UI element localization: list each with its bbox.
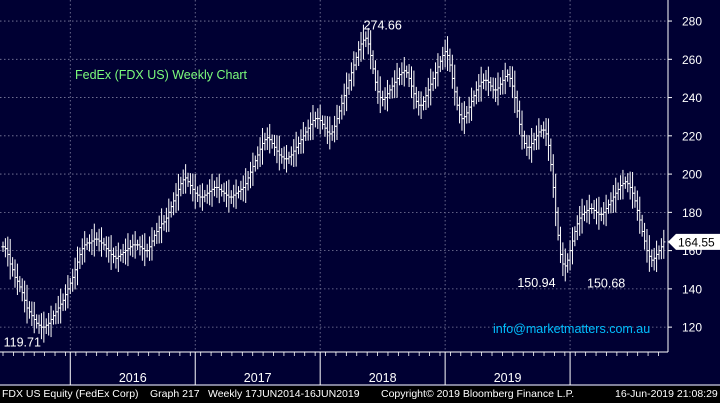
plot-background [0, 0, 720, 386]
footer-bar: FDX US Equity (FedEx Corp) Graph 217 Wee… [0, 386, 720, 403]
footer-copyright: Copyright© 2019 Bloomberg Finance L.P. [381, 388, 575, 400]
footer-range: Weekly 17JUN2014-16JUN2019 [208, 388, 360, 400]
y-tick-label: 260 [682, 53, 702, 67]
price-bars [1, 24, 666, 343]
watermark: info@marketmatters.com.au [493, 322, 650, 336]
last-price-marker: 164.55 [668, 233, 720, 250]
x-axis: 2016 2017 2018 2019 [0, 351, 720, 386]
last-price-box [668, 233, 720, 250]
annotations: 274.66 119.71 150.94 150.68 [4, 18, 626, 349]
y-axis-area [668, 0, 720, 352]
price-annotation: 119.71 [4, 336, 41, 350]
x-tick-label: 2017 [244, 371, 272, 385]
y-tick-label: 120 [682, 321, 702, 335]
y-tick-label: 220 [682, 129, 702, 143]
x-axis-band [0, 352, 720, 386]
y-tick-label: 280 [682, 15, 702, 29]
footer-timestamp: 16-Jun-2019 21:08:29 [615, 388, 718, 400]
y-tick-label: 140 [682, 282, 702, 296]
price-annotation: 274.66 [364, 18, 402, 32]
x-tick-label: 2018 [369, 371, 397, 385]
y-tick-label: 200 [682, 168, 702, 182]
price-annotation: 150.68 [587, 276, 625, 290]
x-tick-label: 2016 [119, 371, 147, 385]
x-tick-label: 2019 [494, 371, 522, 385]
last-price-label: 164.55 [678, 235, 715, 249]
footer-security: FDX US Equity (FedEx Corp) [2, 388, 139, 400]
price-annotation: 150.94 [517, 276, 555, 290]
y-tick-label: 240 [682, 91, 702, 105]
y-tick-label: 180 [682, 206, 702, 220]
chart-title: FedEx (FDX US) Weekly Chart [75, 68, 248, 82]
footer-graph: Graph 217 [150, 388, 200, 400]
